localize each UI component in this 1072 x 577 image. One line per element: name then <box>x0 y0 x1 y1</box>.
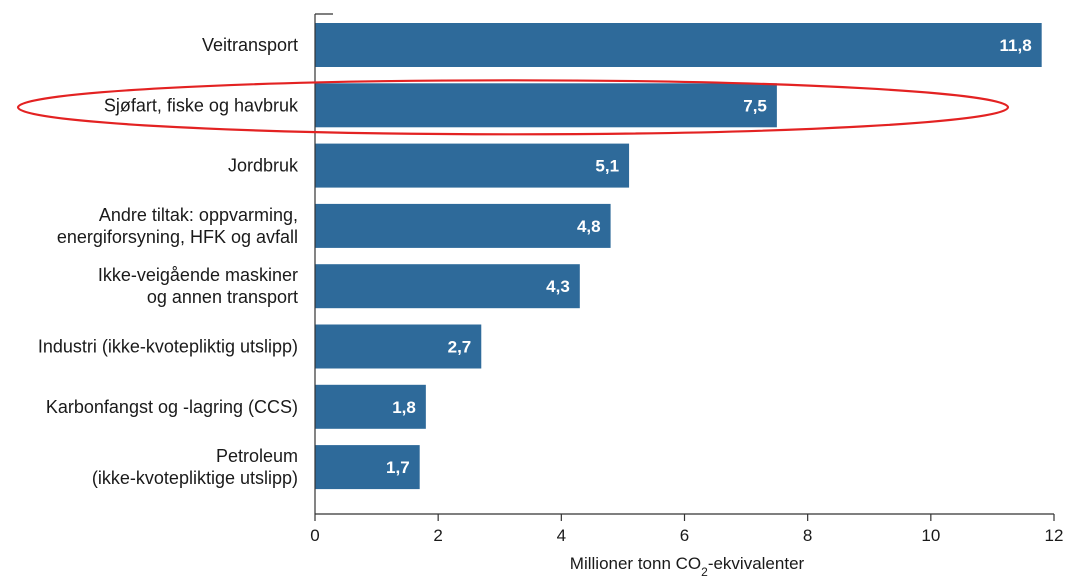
value-label-5: 2,7 <box>448 338 472 357</box>
x-tick-label-0: 0 <box>310 526 319 545</box>
x-tick-label-2: 4 <box>557 526 566 545</box>
value-label-7: 1,7 <box>386 458 410 477</box>
value-label-3: 4,8 <box>577 217 601 236</box>
x-tick-label-5: 10 <box>921 526 940 545</box>
x-axis: 0 2 4 6 8 10 12 <box>310 13 1064 545</box>
bar-3 <box>315 203 611 248</box>
category-label-line: Jordbruk <box>228 156 299 176</box>
x-axis-title: Millioner tonn CO2-ekvivalenter <box>570 554 805 577</box>
category-label-line: Veitransport <box>202 35 298 55</box>
bar-2 <box>315 143 630 188</box>
bar-6 <box>315 384 426 429</box>
category-label-line: (ikke-kvotepliktige utslipp) <box>92 468 298 488</box>
value-label-4: 4,3 <box>546 277 570 296</box>
category-label-7: Petroleum (ikke-kvotepliktige utslipp) <box>92 446 298 488</box>
value-label-6: 1,8 <box>392 398 416 417</box>
category-label-3: Andre tiltak: oppvarming, energiforsyning… <box>57 205 298 247</box>
x-tick-label-6: 12 <box>1045 526 1064 545</box>
category-label-line: Industri (ikke-kvotepliktig utslipp) <box>38 337 298 357</box>
highlight-annotation <box>16 79 1010 136</box>
category-labels: Veitransport Sjøfart, fiske og havbruk Jor… <box>38 35 299 488</box>
bar-4 <box>315 264 580 309</box>
bar-1 <box>315 83 777 128</box>
category-label-4: Ikke-veigående maskiner og annen transpor… <box>98 265 298 307</box>
bars: 11,8 7,5 5,1 4,8 4,3 2,7 1,8 1,7 <box>315 23 1042 490</box>
category-label-5: Industri (ikke-kvotepliktig utslipp) <box>38 337 298 357</box>
x-tick-label-1: 2 <box>433 526 442 545</box>
category-label-line: Ikke-veigående maskiner <box>98 265 298 285</box>
bar-0 <box>315 23 1042 67</box>
category-label-2: Jordbruk <box>228 156 299 176</box>
bar-7 <box>315 445 420 490</box>
bar-5 <box>315 324 482 369</box>
category-label-line: Sjøfart, fiske og havbruk <box>104 95 299 115</box>
category-label-1: Sjøfart, fiske og havbruk <box>104 95 299 115</box>
category-label-line: Andre tiltak: oppvarming, <box>99 205 298 225</box>
category-label-line: og annen transport <box>147 287 298 307</box>
value-label-2: 5,1 <box>595 157 619 176</box>
category-label-line: Karbonfangst og -lagring (CCS) <box>46 397 298 417</box>
x-tick-label-4: 8 <box>803 526 812 545</box>
category-label-line: Petroleum <box>216 446 298 466</box>
category-label-6: Karbonfangst og -lagring (CCS) <box>46 397 298 417</box>
value-label-1: 7,5 <box>743 96 767 115</box>
value-label-0: 11,8 <box>1000 36 1032 55</box>
x-tick-label-3: 6 <box>680 526 689 545</box>
highlight-ellipse <box>16 79 1010 136</box>
category-label-line: energiforsyning, HFK og avfall <box>57 227 298 247</box>
category-label-0: Veitransport <box>202 35 298 55</box>
